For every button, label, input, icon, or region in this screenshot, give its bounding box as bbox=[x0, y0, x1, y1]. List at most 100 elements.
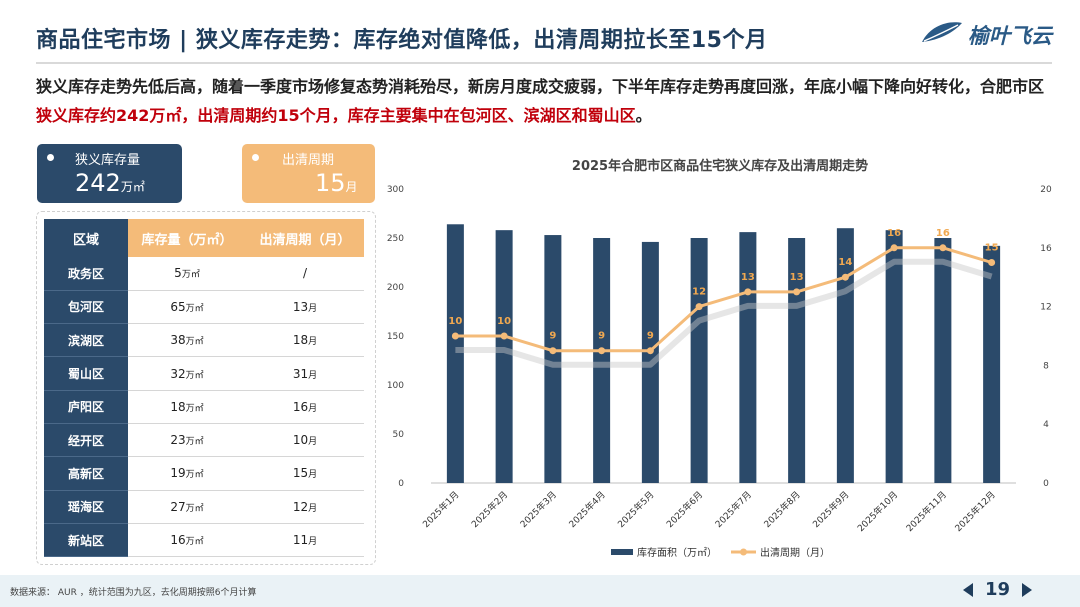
cycle-value: 12 bbox=[292, 499, 309, 514]
cell-cycle: 18月 bbox=[246, 323, 364, 358]
cycle-value: 13 bbox=[292, 299, 309, 314]
table-row: 政务区 5万㎡ / bbox=[44, 257, 364, 291]
cycle-data-label: 13 bbox=[790, 272, 804, 283]
header-stock: 库存量（万㎡） bbox=[128, 219, 246, 257]
cycle-data-label: 10 bbox=[448, 316, 462, 327]
cycle-unit: 月 bbox=[308, 503, 318, 514]
kpi-inventory-card: 狭义库存量 242万㎡ bbox=[37, 144, 182, 203]
inventory-bar bbox=[739, 232, 757, 483]
inventory-bar bbox=[983, 245, 1001, 483]
cell-cycle: / bbox=[246, 257, 364, 291]
cell-region: 高新区 bbox=[44, 456, 128, 491]
y-left-tick-label: 200 bbox=[387, 283, 404, 293]
cycle-value: 16 bbox=[292, 399, 309, 414]
stock-value: 32 bbox=[170, 366, 186, 381]
y-right-tick-label: 4 bbox=[1043, 420, 1049, 430]
inventory-bar bbox=[788, 238, 806, 483]
page-number: 19 bbox=[984, 579, 1010, 600]
cell-region: 滨湖区 bbox=[44, 323, 128, 358]
cycle-unit: 月 bbox=[308, 370, 318, 381]
cycle-value: 11 bbox=[292, 533, 309, 548]
cell-stock: 23万㎡ bbox=[128, 423, 246, 458]
title-divider bbox=[36, 62, 1052, 64]
cycle-point bbox=[549, 347, 557, 355]
cell-region: 瑶海区 bbox=[44, 490, 128, 524]
cycle-point bbox=[695, 303, 703, 311]
table-row: 蜀山区 32万㎡ 31月 bbox=[44, 356, 364, 391]
region-table: 区域 库存量（万㎡） 出清周期（月） 政务区 5万㎡ / 包河区 65万㎡ 13月 滨湖区 3… bbox=[44, 219, 364, 558]
cell-stock: 18万㎡ bbox=[128, 390, 246, 424]
y-left-tick-label: 50 bbox=[393, 430, 405, 440]
summary-highlight: 狭义库存约242万㎡，出清周期约15个月，库存主要集中在包河区、滨湖区和蜀山区 bbox=[36, 106, 636, 125]
x-tick-label: 2025年1月 bbox=[420, 489, 461, 530]
x-tick-label: 2025年4月 bbox=[566, 489, 607, 530]
cycle-data-label: 16 bbox=[887, 228, 901, 239]
stock-unit: 万㎡ bbox=[185, 337, 204, 348]
x-tick-label: 2025年11月 bbox=[903, 489, 949, 535]
table-row: 新站区 16万㎡ 11月 bbox=[44, 523, 364, 558]
cell-stock: 5万㎡ bbox=[128, 257, 246, 291]
stock-unit: 万㎡ bbox=[185, 503, 204, 514]
y-left-tick-label: 100 bbox=[387, 381, 404, 391]
leaf-icon bbox=[920, 20, 964, 50]
cycle-point bbox=[500, 332, 508, 340]
cycle-point bbox=[598, 347, 606, 355]
bullet-dot-icon bbox=[252, 154, 259, 161]
x-tick-label: 2025年5月 bbox=[615, 489, 656, 530]
cell-region: 蜀山区 bbox=[44, 356, 128, 391]
prev-page-icon[interactable] bbox=[962, 582, 973, 597]
cell-cycle: 31月 bbox=[246, 356, 364, 391]
summary-text: 狭义库存走势先低后高，随着一季度市场修复态势消耗殆尽，新房月度成交疲弱，下半年库… bbox=[36, 72, 1056, 130]
stock-value: 23 bbox=[170, 433, 186, 448]
inventory-bar bbox=[544, 235, 562, 483]
cycle-data-label: 9 bbox=[598, 331, 605, 342]
header-cycle: 出清周期（月） bbox=[246, 219, 364, 257]
cycle-value: 10 bbox=[292, 433, 309, 448]
table-row: 庐阳区 18万㎡ 16月 bbox=[44, 390, 364, 424]
page-title: 商品住宅市场 | 狭义库存走势：库存绝对值降低，出清周期拉长至15个月 bbox=[36, 28, 768, 53]
stock-unit: 万㎡ bbox=[181, 270, 200, 281]
cycle-unit: 月 bbox=[308, 337, 318, 348]
cycle-unit: 月 bbox=[308, 437, 318, 448]
cell-region: 新站区 bbox=[44, 523, 128, 558]
legend-line-label: 出清周期（月） bbox=[760, 546, 830, 559]
cycle-point bbox=[744, 288, 752, 296]
kpi-inventory-number: 242 bbox=[75, 169, 121, 197]
y-left-tick-label: 300 bbox=[387, 185, 404, 195]
cycle-data-label: 14 bbox=[838, 257, 852, 268]
table-row: 经开区 23万㎡ 10月 bbox=[44, 423, 364, 458]
data-source-note: 数据来源： AUR ，统计范围为九区，去化周期按照6个月计算 bbox=[10, 588, 257, 598]
cycle-data-label: 15 bbox=[985, 243, 999, 254]
stock-value: 38 bbox=[170, 333, 186, 348]
cycle-point bbox=[841, 273, 849, 281]
next-page-icon[interactable] bbox=[1022, 582, 1032, 597]
cycle-point bbox=[793, 288, 801, 296]
pager: 19 bbox=[962, 579, 1032, 600]
table-row: 瑶海区 27万㎡ 12月 bbox=[44, 490, 364, 524]
y-left-tick-label: 0 bbox=[398, 479, 404, 489]
table-row: 包河区 65万㎡ 13月 bbox=[44, 290, 364, 325]
cycle-unit: 月 bbox=[308, 537, 318, 548]
cycle-point bbox=[939, 244, 947, 252]
region-table-panel: 区域 库存量（万㎡） 出清周期（月） 政务区 5万㎡ / 包河区 65万㎡ 13月 滨湖区 3… bbox=[36, 211, 376, 565]
x-tick-label: 2025年7月 bbox=[713, 489, 754, 530]
cell-region: 庐阳区 bbox=[44, 390, 128, 424]
stock-value: 16 bbox=[170, 533, 186, 548]
cycle-value: 15 bbox=[292, 466, 309, 481]
cell-cycle: 12月 bbox=[246, 490, 364, 524]
inventory-bar bbox=[836, 228, 854, 483]
cell-stock: 38万㎡ bbox=[128, 323, 246, 358]
cell-stock: 65万㎡ bbox=[128, 290, 246, 325]
y-right-tick-label: 16 bbox=[1040, 244, 1052, 254]
stock-unit: 万㎡ bbox=[185, 470, 204, 481]
summary-part-2: 。 bbox=[635, 106, 652, 125]
cycle-line-shadow bbox=[455, 258, 993, 368]
y-left-tick-label: 250 bbox=[387, 234, 404, 244]
x-tick-label: 2025年3月 bbox=[518, 489, 559, 530]
cell-cycle: 10月 bbox=[246, 423, 364, 458]
summary-part-1: 狭义库存走势先低后高，随着一季度市场修复态势消耗殆尽，新房月度成交疲弱，下半年库… bbox=[36, 77, 1045, 96]
table-row: 高新区 19万㎡ 15月 bbox=[44, 456, 364, 491]
cycle-data-label: 9 bbox=[549, 331, 556, 342]
cycle-line bbox=[455, 246, 993, 353]
cell-region: 经开区 bbox=[44, 423, 128, 458]
